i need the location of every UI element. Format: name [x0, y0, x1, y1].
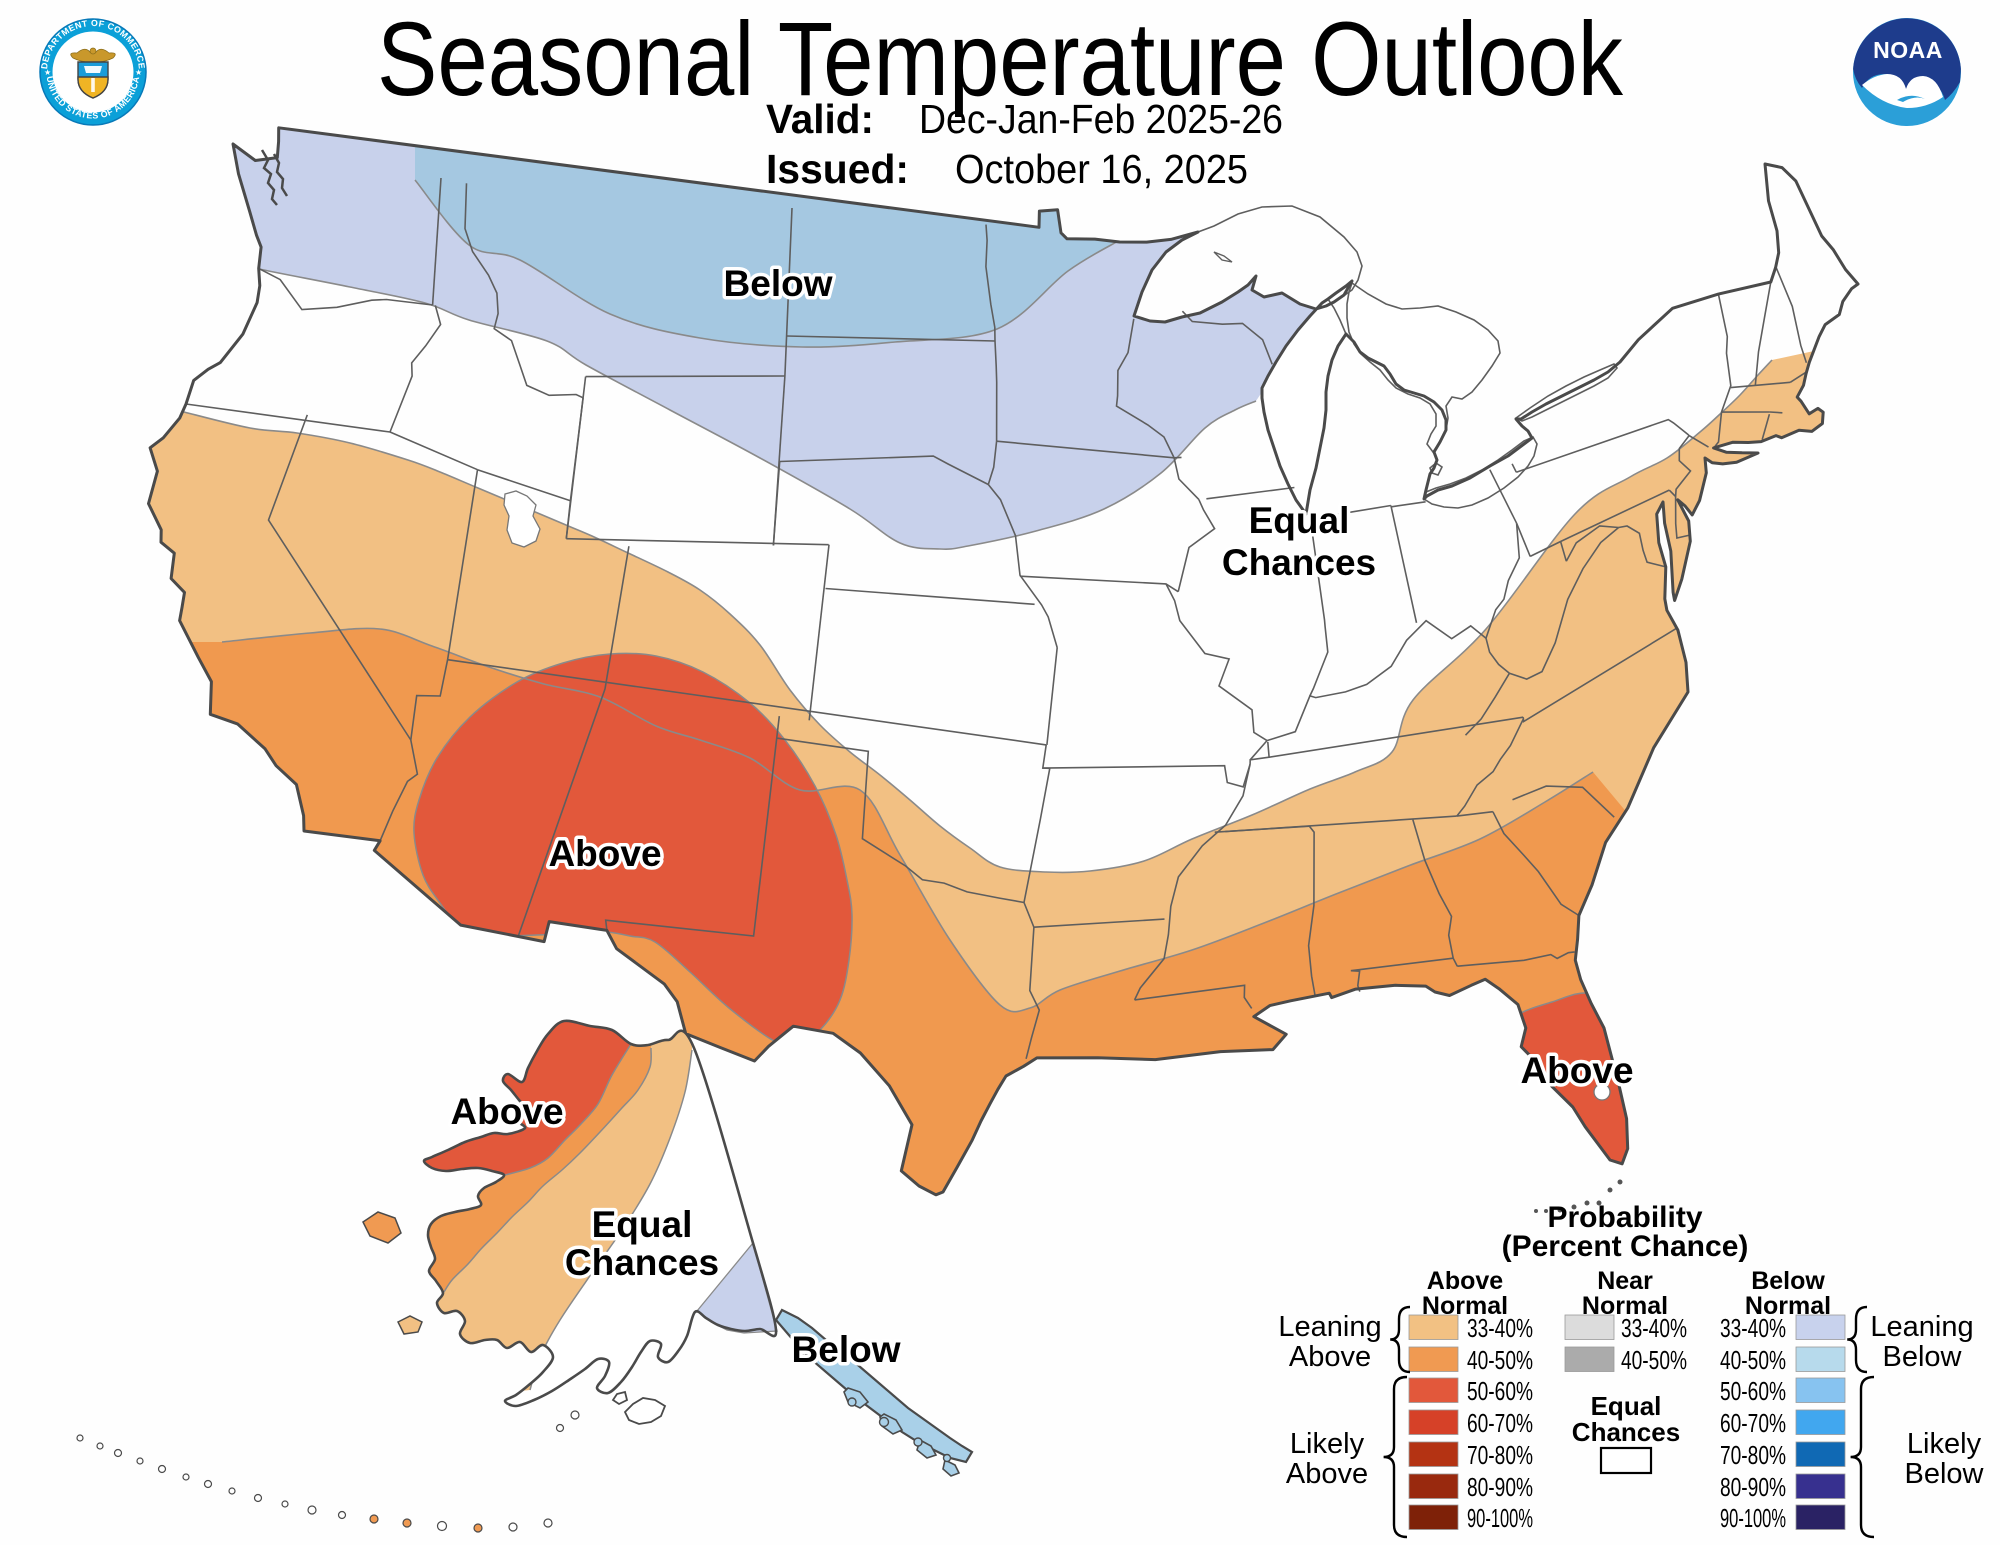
svg-text:33-40%: 33-40%	[1467, 1313, 1533, 1343]
svg-text:Below: Below	[792, 1329, 901, 1370]
svg-text:50-60%: 50-60%	[1720, 1376, 1786, 1406]
svg-text:Likely: Likely	[1907, 1428, 1982, 1460]
svg-text:Probability: Probability	[1547, 1201, 1702, 1234]
svg-text:70-80%: 70-80%	[1720, 1440, 1786, 1470]
svg-text:Below: Below	[724, 263, 833, 304]
svg-text:October 16, 2025: October 16, 2025	[955, 146, 1248, 192]
svg-text:90-100%: 90-100%	[1467, 1503, 1533, 1533]
svg-text:Above: Above	[1289, 1341, 1371, 1373]
svg-text:Above: Above	[1520, 1050, 1633, 1091]
svg-text:Leaning: Leaning	[1870, 1311, 1973, 1343]
svg-text:Above: Above	[1286, 1458, 1368, 1490]
svg-text:Below: Below	[1905, 1458, 1985, 1490]
svg-text:60-70%: 60-70%	[1467, 1408, 1533, 1438]
svg-text:Near: Near	[1597, 1267, 1653, 1295]
svg-text:Equal: Equal	[592, 1204, 693, 1245]
svg-text:Dec-Jan-Feb 2025-26: Dec-Jan-Feb 2025-26	[919, 96, 1283, 142]
svg-text:NOAA: NOAA	[1873, 37, 1943, 63]
svg-text:40-50%: 40-50%	[1621, 1345, 1687, 1375]
svg-text:Issued:: Issued:	[766, 146, 909, 192]
svg-text:★: ★	[44, 68, 51, 77]
svg-text:Below: Below	[1751, 1267, 1825, 1295]
svg-text:Chances: Chances	[565, 1242, 719, 1283]
svg-text:Leaning: Leaning	[1278, 1311, 1381, 1343]
svg-text:Equal: Equal	[1249, 500, 1350, 541]
svg-text:Valid:: Valid:	[766, 96, 874, 142]
svg-text:33-40%: 33-40%	[1621, 1313, 1687, 1343]
svg-text:90-100%: 90-100%	[1720, 1503, 1786, 1533]
svg-text:33-40%: 33-40%	[1720, 1313, 1786, 1343]
svg-text:80-90%: 80-90%	[1467, 1472, 1533, 1502]
svg-text:40-50%: 40-50%	[1720, 1345, 1786, 1375]
svg-text:★: ★	[135, 68, 142, 77]
svg-text:Equal: Equal	[1591, 1391, 1662, 1421]
svg-text:50-60%: 50-60%	[1467, 1376, 1533, 1406]
svg-text:Chances: Chances	[1572, 1417, 1680, 1447]
svg-text:Above: Above	[548, 833, 661, 874]
svg-text:(Percent Chance): (Percent Chance)	[1502, 1230, 1749, 1263]
svg-text:Chances: Chances	[1222, 542, 1376, 583]
svg-text:70-80%: 70-80%	[1467, 1440, 1533, 1470]
svg-text:Likely: Likely	[1290, 1428, 1365, 1460]
svg-text:Below: Below	[1883, 1341, 1963, 1373]
svg-text:Above: Above	[1427, 1267, 1504, 1295]
svg-text:40-50%: 40-50%	[1467, 1345, 1533, 1375]
svg-text:80-90%: 80-90%	[1720, 1472, 1786, 1502]
svg-text:Seasonal Temperature Outlook: Seasonal Temperature Outlook	[377, 1, 1623, 118]
svg-text:Above: Above	[450, 1091, 563, 1132]
svg-text:60-70%: 60-70%	[1720, 1408, 1786, 1438]
